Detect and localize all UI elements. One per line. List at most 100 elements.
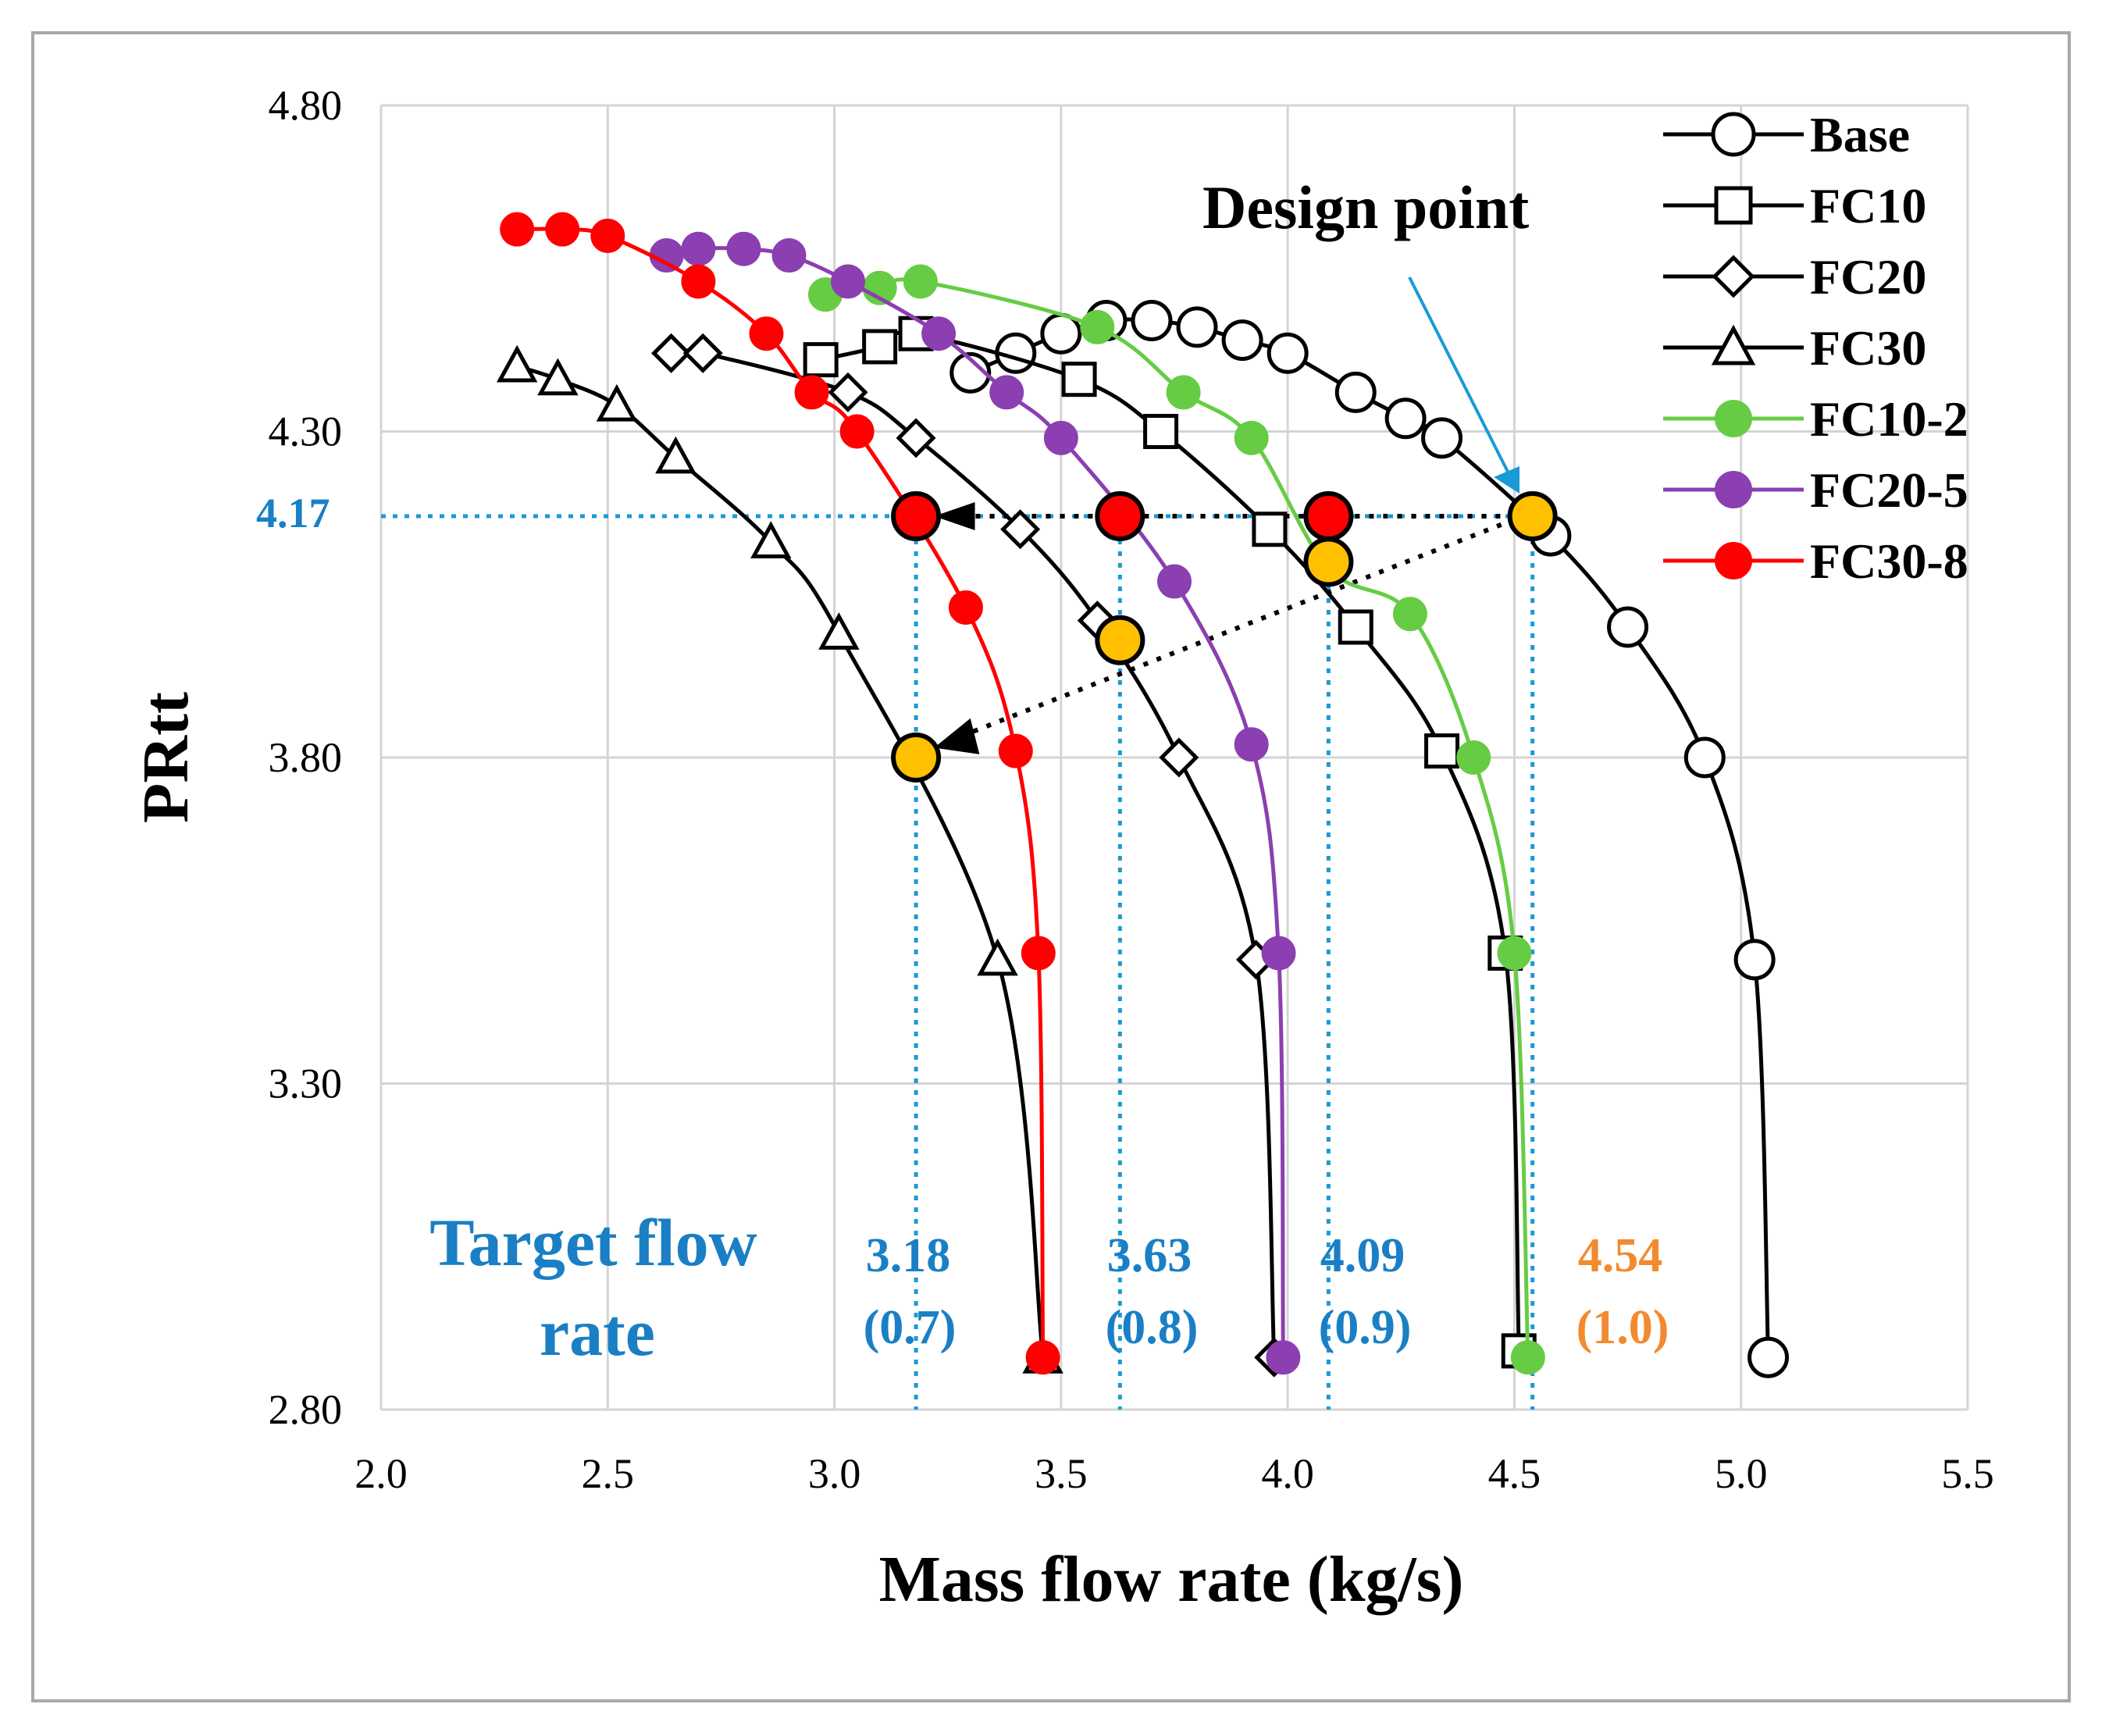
point-fc30-4 [750, 521, 792, 558]
target-flow-title-line2: rate [540, 1295, 655, 1370]
y-tick-label-4: 4.80 [269, 82, 343, 129]
point-fc30-8-2 [590, 219, 625, 253]
point-fc30-6 [977, 938, 1018, 976]
series-line-fc30 [516, 364, 1046, 1358]
point-fc10-5 [1252, 512, 1288, 547]
point-base-7 [1267, 332, 1309, 374]
legend-label-fc10: FC10 [1810, 178, 1926, 233]
x-tick-label-0: 2.0 [354, 1450, 408, 1497]
figure-frame [31, 31, 2071, 1702]
y-axis-title: PRtt [130, 692, 202, 823]
point-fc20-5-3 [771, 238, 807, 273]
series-line-fc30-8 [517, 226, 1046, 1358]
point-fc30-0 [496, 344, 538, 383]
target-flow-title-line1: Target flow [429, 1205, 757, 1280]
point-fc30-8-0 [500, 212, 535, 247]
legend-item-fc20: FC20 [1663, 249, 1926, 305]
point-fc20-5-8 [1157, 564, 1192, 599]
point-base-9 [1384, 397, 1427, 440]
point-fc30-2 [596, 383, 638, 422]
point-fc10-2-7 [1392, 597, 1427, 632]
point-fc30-1 [537, 358, 579, 396]
flow-label-ratio-0: (0.7) [864, 1301, 957, 1354]
legend-label-fc20: FC20 [1810, 249, 1926, 305]
point-fc20-5-7 [1043, 420, 1078, 455]
y-tick-label-0: 2.80 [269, 1386, 343, 1433]
x-tick-label-1: 2.5 [582, 1450, 635, 1497]
design-trend-arrow-line [956, 517, 1516, 740]
legend-label-fc30: FC30 [1810, 320, 1926, 376]
point-fc30-3 [655, 436, 697, 474]
legend-item-fc20-5: FC20-5 [1663, 462, 1968, 518]
legend-item-fc30-8: FC30-8 [1663, 533, 1968, 589]
series-line-fc20-5 [666, 246, 1285, 1358]
point-fc20-1 [682, 333, 723, 373]
orange-highlight-point-3 [891, 733, 942, 782]
orange-highlight-point-2 [1095, 615, 1145, 665]
point-fc30-8-10 [1025, 1340, 1060, 1375]
red-highlight-point-0 [891, 491, 942, 542]
design-point-arrowhead [1494, 466, 1519, 494]
point-base-5 [1176, 306, 1218, 348]
point-fc30-8-6 [839, 414, 875, 449]
y-tick-label-3: 4.30 [269, 408, 343, 455]
flow-label-ratio-1: (0.8) [1106, 1301, 1199, 1354]
point-fc20-5-5 [921, 316, 957, 351]
series-fc30-8 [500, 212, 1060, 1375]
point-fc20-2 [828, 372, 868, 412]
point-fc30-8-1 [545, 212, 580, 247]
flow-label-value-2: 4.09 [1320, 1229, 1405, 1282]
point-fc10-2-8 [1456, 740, 1491, 775]
legend: Base FC10 FC20 FC30 FC10-2 FC20-5 FC30-8 [1663, 107, 1968, 589]
legend-marker-fc30 [1711, 324, 1756, 365]
point-fc30-8-5 [794, 375, 829, 410]
flow-label-value-3: 4.54 [1578, 1229, 1663, 1282]
point-fc10-3 [1061, 362, 1097, 397]
point-fc20-5-1 [681, 231, 716, 266]
legend-label-fc20-5: FC20-5 [1810, 462, 1968, 518]
legend-marker-fc30-8 [1715, 542, 1752, 579]
point-fc30-8-9 [1021, 936, 1056, 971]
red-highlight-point-2 [1303, 491, 1354, 542]
flow-label-ratio-3: (1.0) [1576, 1301, 1669, 1354]
point-fc30-8-4 [749, 316, 784, 351]
point-fc30-8-3 [681, 264, 716, 299]
point-base-12 [1607, 606, 1649, 648]
point-fc10-2-4 [1166, 375, 1201, 410]
x-tick-label-3: 3.5 [1035, 1450, 1088, 1497]
pressure-4-17-label: 4.17 [256, 490, 330, 536]
point-fc20-5-4 [830, 264, 865, 299]
x-tick-label-6: 5.0 [1715, 1450, 1768, 1497]
point-fc10-2-2 [903, 264, 938, 299]
legend-item-fc30: FC30 [1663, 320, 1926, 376]
series-base [949, 300, 1790, 1378]
x-axis-title: Mass flow rate (kg/s) [879, 1543, 1464, 1616]
x-tick-label-4: 4.0 [1261, 1450, 1314, 1497]
point-base-10 [1421, 417, 1463, 459]
pressure-drop-arrowhead [934, 502, 975, 531]
point-fc10-4 [1143, 414, 1179, 449]
flow-label-ratio-2: (0.9) [1319, 1301, 1412, 1354]
point-fc10-7 [1424, 733, 1460, 769]
design-point-label: Design point [1202, 173, 1529, 241]
red-highlight-point-1 [1095, 491, 1145, 542]
target-guides [381, 502, 1535, 1410]
legend-item-fc10: FC10 [1663, 178, 1926, 233]
flow-label-value-1: 3.63 [1107, 1229, 1192, 1282]
point-fc20-3 [896, 418, 936, 458]
point-base-14 [1733, 939, 1776, 981]
point-fc20-5-6 [989, 375, 1024, 410]
flow-label-value-0: 3.18 [866, 1229, 951, 1282]
y-tick-label-2: 3.80 [269, 734, 343, 781]
point-fc20-5-10 [1261, 936, 1296, 971]
design-trend-arrowhead [934, 718, 980, 754]
point-base-13 [1683, 736, 1726, 779]
point-fc30-8-7 [948, 590, 983, 625]
point-fc20-5-11 [1266, 1340, 1301, 1375]
x-tick-label-5: 4.5 [1488, 1450, 1541, 1497]
legend-item-base: Base [1663, 107, 1910, 162]
point-fc20-4 [1000, 509, 1041, 550]
point-fc10-2-5 [1234, 420, 1269, 455]
series-lines [496, 212, 1790, 1378]
legend-label-fc10-2: FC10-2 [1810, 391, 1968, 447]
